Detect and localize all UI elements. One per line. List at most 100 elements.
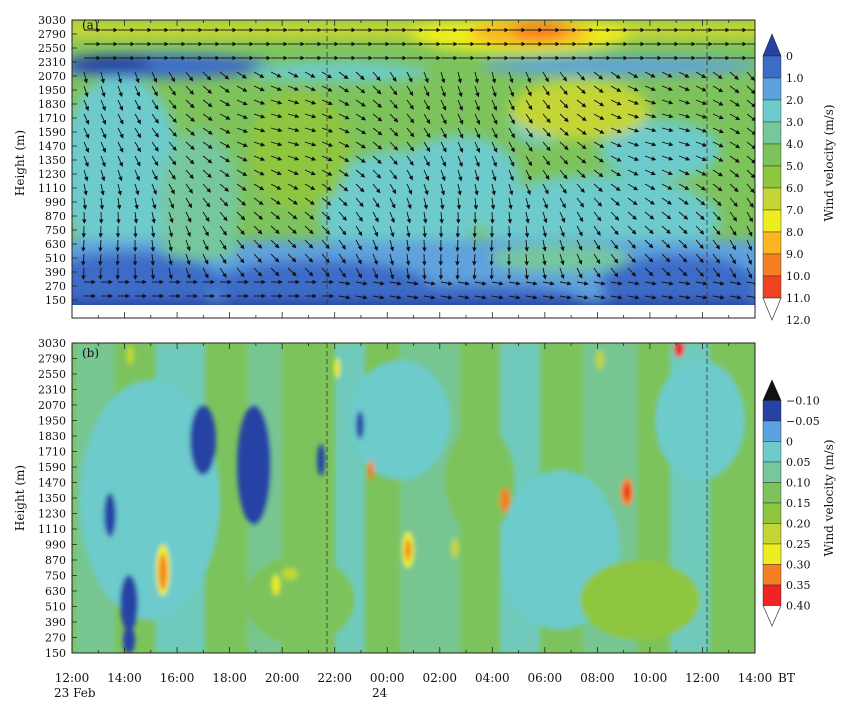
wind-vector: [610, 99, 622, 106]
contour-region: [80, 380, 220, 620]
wind-vector: [151, 141, 159, 152]
wind-vector: [746, 225, 753, 237]
wind-vector: [253, 183, 265, 191]
wind-vector: [559, 183, 567, 194]
wind-vector: [610, 113, 622, 120]
wind-vector: [489, 253, 494, 266]
panel-b-y-tick-label: 1110: [38, 523, 66, 536]
wind-vector: [321, 267, 330, 277]
wind-vector: [440, 71, 446, 84]
wind-vector: [389, 71, 397, 82]
wind-vector: [236, 141, 248, 147]
wind-vector: [304, 141, 317, 147]
wind-vector: [474, 281, 487, 286]
wind-vector: [474, 295, 487, 300]
wind-vector: [405, 239, 411, 252]
wind-vector: [524, 267, 530, 280]
wind-vector: [150, 239, 156, 252]
wind-vector: [304, 225, 314, 235]
wind-vector: [457, 295, 470, 300]
wind-vector: [270, 71, 282, 78]
wind-vector: [202, 183, 212, 193]
wind-vector: [117, 113, 124, 125]
wind-vector: [372, 281, 385, 286]
wind-vector: [746, 239, 753, 251]
contour-region: [360, 284, 580, 305]
wind-vector: [644, 211, 655, 220]
x-tick-label: 18:00: [212, 671, 247, 685]
wind-vector: [389, 225, 395, 238]
wind-vector: [542, 99, 551, 110]
wind-vector: [559, 197, 566, 209]
wind-vector: [525, 71, 531, 83]
wind-vector: [644, 225, 654, 235]
wind-vector: [372, 183, 381, 194]
wind-vector: [473, 197, 479, 210]
wind-vectors: [81, 27, 755, 300]
x-tick-label: 22:00: [317, 671, 352, 685]
wind-vector: [321, 211, 331, 221]
contour-region: [600, 120, 720, 180]
wind-vector: [661, 141, 674, 147]
panel-a-y-tick-label: 1350: [38, 154, 66, 167]
wind-vector: [712, 141, 724, 148]
x-tick-label: 08:00: [580, 671, 615, 685]
contour-region: [655, 360, 745, 480]
panel-a-y-tick-label: 2550: [38, 42, 66, 55]
wind-vector: [491, 113, 498, 125]
wind-vector: [287, 225, 297, 234]
wind-vector: [321, 71, 333, 79]
wind-vector: [253, 127, 266, 133]
wind-vector: [287, 267, 297, 277]
wind-vector: [712, 127, 724, 134]
wind-vector: [746, 85, 755, 95]
wind-vector: [406, 155, 414, 166]
wind-vector: [253, 71, 265, 78]
wind-vector: [695, 99, 708, 105]
wind-vector: [423, 85, 430, 97]
wind-vector: [270, 85, 283, 91]
wind-vector: [168, 113, 177, 123]
wind-vector: [695, 85, 707, 92]
wind-vector: [508, 155, 515, 167]
wind-vector: [406, 281, 419, 286]
x-tick-label: 00:00: [370, 671, 405, 685]
date-label-start: 23 Feb: [54, 686, 96, 700]
wind-vector: [270, 99, 283, 105]
colorbar-b-swatch: [762, 482, 782, 504]
panel-b-y-axis: 150 270 390 510 630 750 870 990 1110 1230 1350 1470…: [38, 337, 77, 660]
wind-vector: [219, 99, 231, 107]
wind-vector: [474, 169, 480, 182]
wind-vector: [270, 253, 280, 263]
wind-vector: [236, 253, 245, 264]
wind-vector: [304, 127, 317, 133]
contour-region: [272, 575, 280, 595]
wind-vector: [355, 253, 362, 265]
wind-vector: [372, 267, 378, 279]
panel-b-y-tick-label: 1350: [38, 492, 66, 505]
wind-vector: [100, 99, 106, 112]
wind-vector: [117, 85, 123, 98]
wind-vector: [746, 253, 752, 265]
panel-a-field: [72, 20, 755, 305]
contour-region: [600, 255, 755, 305]
wind-vector: [542, 127, 551, 138]
wind-vector: [134, 183, 140, 196]
wind-vector: [678, 141, 691, 147]
wind-vector: [150, 225, 156, 238]
wind-vector: [644, 113, 657, 119]
panel-a-label: (a): [82, 18, 99, 32]
wind-vector: [440, 155, 447, 167]
wind-vector: [542, 155, 551, 166]
wind-vector: [644, 267, 654, 277]
wind-vector: [508, 281, 521, 286]
wind-vector: [610, 239, 619, 250]
wind-vector: [405, 267, 411, 280]
wind-vector: [168, 211, 174, 224]
contour-region: [237, 405, 271, 525]
wind-vector: [117, 169, 123, 182]
wind-vector: [372, 295, 385, 300]
wind-vector: [524, 239, 529, 252]
wind-vector: [236, 267, 245, 278]
panel-a-y-tick-label: 2070: [38, 70, 66, 83]
